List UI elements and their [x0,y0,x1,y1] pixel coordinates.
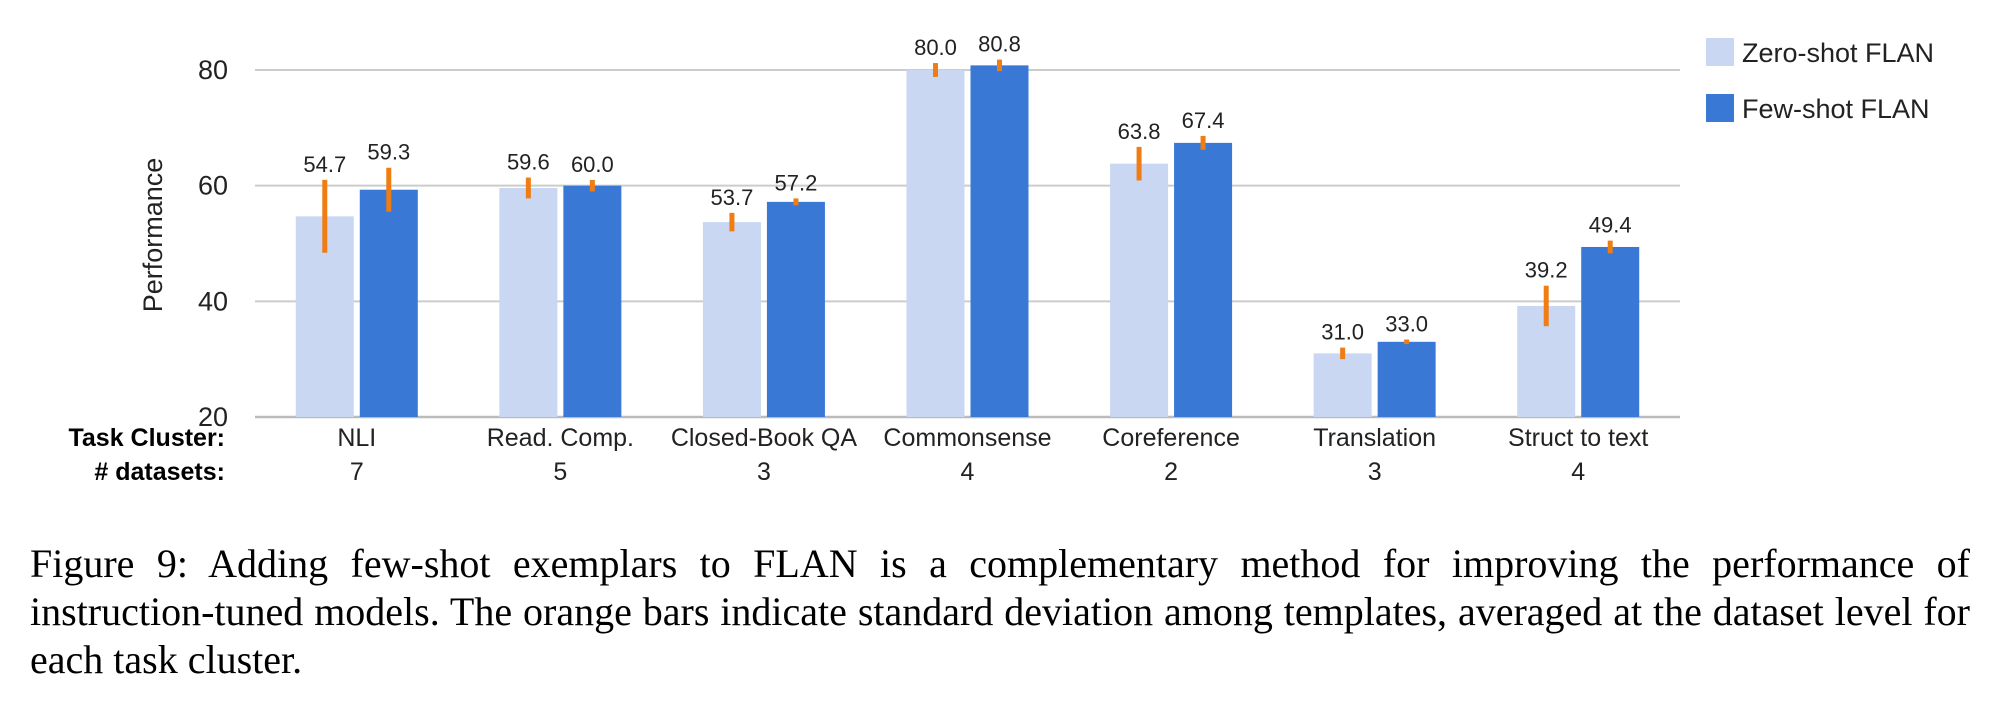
dataset-count: 5 [553,458,567,486]
data-label: 57.2 [775,170,818,195]
bar [1581,246,1640,417]
bar [1110,163,1169,417]
data-label: 80.8 [978,32,1021,57]
figure-caption: Figure 9: Adding few-shot exemplars to F… [30,541,1970,682]
bar [1174,142,1233,417]
category-label: Coreference [1102,424,1240,452]
category-label: Translation [1313,424,1436,452]
legend-label: Few-shot FLAN [1742,94,1930,124]
data-label: 63.8 [1118,119,1161,144]
bar [970,65,1029,417]
data-label: 39.2 [1525,258,1568,283]
data-label: 53.7 [711,185,754,210]
legend-swatch [1706,38,1734,66]
bar [1377,341,1436,417]
category-label: Read. Comp. [487,424,634,452]
task-cluster-row-label: Task Cluster: [68,424,225,452]
legend-label: Zero-shot FLAN [1742,38,1934,68]
bar [563,185,622,417]
y-axis-ticks: 20 40 60 80 [198,55,228,432]
data-label: 59.6 [507,150,550,175]
dataset-count: 4 [961,458,975,486]
category-label: NLI [337,424,376,452]
gridlines [255,69,1680,419]
category-label: Struct to text [1508,424,1648,452]
y-tick-label: 40 [198,286,228,316]
dataset-count-labels: 7 5 3 4 2 3 4 [350,458,1585,486]
bar [906,70,965,417]
dataset-count: 3 [757,458,771,486]
y-tick-label: 80 [198,55,228,85]
data-label: 49.4 [1589,213,1632,238]
bar-chart: 20 40 60 80 Performance 54.7 59.3 59.6 60.0 53.… [68,32,1934,486]
legend: Zero-shot FLAN Few-shot FLAN [1706,38,1934,124]
bar [499,187,558,417]
bar [359,189,418,417]
dataset-count: 3 [1368,458,1382,486]
dataset-count: 7 [350,458,364,486]
category-label: Commonsense [883,424,1051,452]
y-tick-label: 60 [198,171,228,201]
bar [1313,353,1372,417]
data-label: 80.0 [914,35,957,60]
data-label: 31.0 [1321,320,1364,345]
data-label: 54.7 [303,152,346,177]
error-bars [322,59,1613,360]
category-label: Closed-Book QA [671,424,858,452]
data-label: 67.4 [1182,108,1225,133]
data-label: 59.3 [367,140,410,165]
data-label: 60.0 [571,152,614,177]
data-labels: 54.7 59.3 59.6 60.0 53.7 57.2 80.0 80.8 63.8 67.4… [303,32,1631,345]
data-label: 33.0 [1385,312,1428,337]
dataset-count-row-label: # datasets: [94,458,225,486]
dataset-count: 4 [1571,458,1585,486]
y-axis-label: Performance [138,158,168,313]
y-tick-label: 20 [198,402,228,432]
bar [702,222,761,417]
legend-swatch [1706,94,1734,122]
category-labels: NLI Read. Comp. Closed-Book QA Commonsense C… [337,424,1648,452]
bar [766,201,825,417]
bars [295,65,1640,417]
dataset-count: 2 [1164,458,1178,486]
